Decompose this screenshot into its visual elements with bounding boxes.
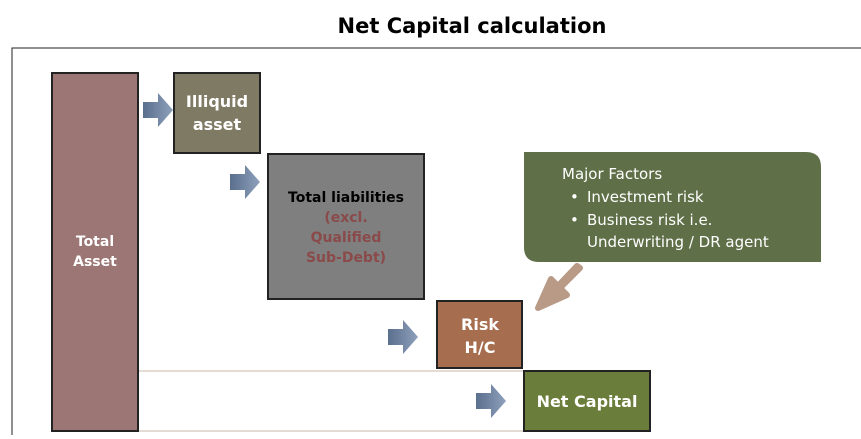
title: Net Capital calculation xyxy=(338,14,607,38)
callout-item: Underwriting / DR agent xyxy=(587,233,769,251)
frame xyxy=(11,47,861,435)
node-label: Net Capital xyxy=(537,392,638,411)
bullet: • xyxy=(570,188,579,206)
callout-item: Investment risk xyxy=(587,188,704,206)
arrow xyxy=(388,320,418,354)
node-sublabel: Sub-Debt) xyxy=(306,250,386,266)
node-label: Total xyxy=(76,234,114,250)
arrow xyxy=(230,165,260,199)
node-sublabel: (excl. xyxy=(324,210,367,226)
node-label: Risk xyxy=(461,315,499,334)
callout xyxy=(524,152,821,262)
illiquid-box xyxy=(173,72,261,154)
arrow xyxy=(143,93,173,127)
node-label: H/C xyxy=(465,338,496,357)
node-label: Illiquid xyxy=(186,92,248,111)
callout-heading: Major Factors xyxy=(562,165,662,183)
arrow xyxy=(476,384,506,418)
total-asset-box xyxy=(51,72,139,432)
node-label: Asset xyxy=(73,254,117,270)
node-label: Total liabilities xyxy=(288,190,404,206)
net-capital-box xyxy=(523,370,651,432)
liabilities-box xyxy=(267,153,425,300)
node-sublabel: Qualified xyxy=(311,230,382,246)
callout-item: Business risk i.e. xyxy=(587,211,712,229)
node-label: asset xyxy=(193,115,242,134)
risk-box xyxy=(436,300,523,369)
bullet: • xyxy=(570,211,579,229)
callout-arrow xyxy=(535,263,583,311)
